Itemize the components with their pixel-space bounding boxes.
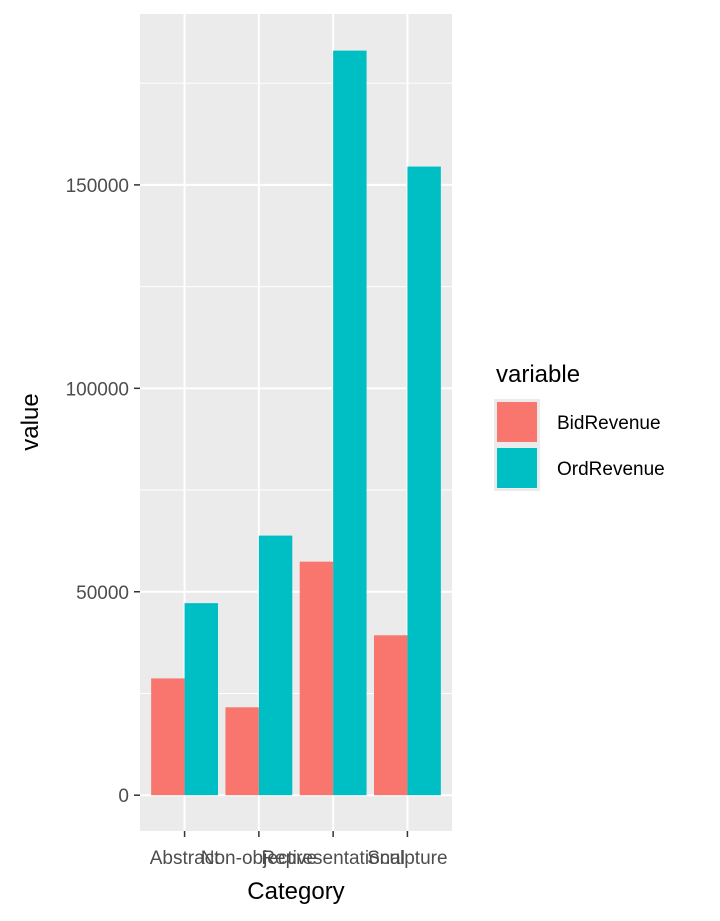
legend-title: variable: [496, 361, 580, 388]
legend-label: OrdRevenue: [557, 459, 665, 480]
x-tick-label: Sculpture: [367, 848, 447, 869]
legend: variable BidRevenue OrdRevenue: [494, 361, 665, 491]
bar-OrdRevenue-Non-objective: [258, 535, 293, 796]
bar-BidRevenue-Sculpture: [374, 635, 408, 796]
y-tick-label: 0: [118, 786, 129, 807]
bar-BidRevenue-Abstract: [151, 678, 185, 796]
y-tick-label: 100000: [66, 379, 129, 400]
y-axis-title: value: [17, 393, 44, 450]
x-axis: AbstractNon-objectiveRepresentationalScu…: [150, 831, 448, 869]
legend-swatch-BidRevenue: [497, 402, 537, 442]
bar-OrdRevenue-Representational: [333, 50, 367, 796]
y-tick-label: 50000: [76, 583, 129, 604]
bar-BidRevenue-Non-objective: [225, 707, 259, 796]
x-axis-title: Category: [247, 878, 344, 905]
y-axis: 0 50000 100000 150000: [66, 176, 140, 807]
legend-swatch-OrdRevenue: [497, 448, 537, 488]
x-tick-label: Abstract: [150, 848, 220, 869]
legend-label: BidRevenue: [557, 413, 661, 434]
bar-BidRevenue-Representational: [299, 561, 334, 796]
x-tick-label: Non-objective: [201, 848, 317, 869]
bar-OrdRevenue-Abstract: [184, 603, 218, 796]
x-tick-label: Representational: [261, 848, 405, 869]
y-tick-label: 150000: [66, 176, 129, 197]
bar-OrdRevenue-Sculpture: [407, 166, 441, 796]
bars: [151, 50, 441, 796]
